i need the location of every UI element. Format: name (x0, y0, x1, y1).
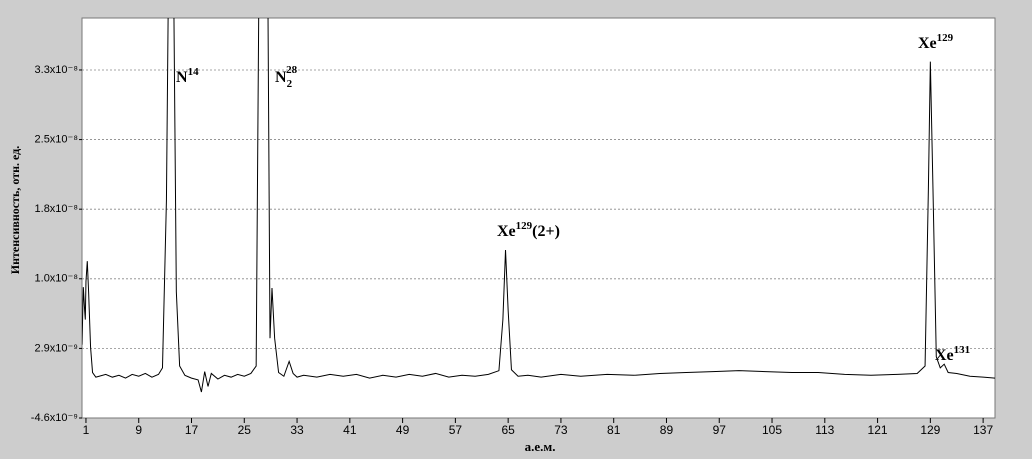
x-tick-label: 137 (973, 423, 993, 437)
x-tick-label: 73 (554, 423, 568, 437)
peak-label-text: Xe (935, 347, 954, 364)
plot-area (81, 17, 996, 419)
peak-label: Xe129(2+) (497, 220, 560, 240)
x-tick-label: 41 (343, 423, 357, 437)
x-tick-label: 33 (290, 423, 304, 437)
x-tick-label: 113 (815, 423, 834, 437)
y-axis-label: Интенсивность, отн. ед. (8, 146, 22, 274)
x-tick-label: 49 (396, 423, 410, 437)
peak-label-text: N (176, 69, 188, 86)
peak-label-sup: 129 (937, 32, 954, 44)
y-tick-label: -4.6x10⁻⁹ (31, 412, 78, 424)
x-axis-label: а.е.м. (525, 439, 556, 454)
x-tick-label: 65 (501, 423, 515, 437)
peak-label: Xe131 (935, 344, 970, 364)
x-tick-label: 105 (762, 423, 782, 437)
x-tick-label: 81 (607, 423, 621, 437)
peak-label: N2 28 (275, 64, 298, 90)
y-tick-label: 2.9x10⁻⁹ (34, 342, 78, 354)
peak-label-text: Xe (497, 223, 516, 240)
y-tick-label: 3.3x10⁻⁸ (35, 64, 78, 76)
peak-label: Xe129 (918, 32, 954, 52)
peak-label-text: N (275, 69, 287, 86)
peak-label-sup: 14 (188, 66, 200, 78)
peak-label-text: Xe (918, 35, 937, 52)
x-tick-label: 9 (135, 423, 142, 437)
peak-label: N14 (176, 66, 199, 86)
peak-label-sup: 129 (516, 220, 533, 232)
x-tick-label: 57 (449, 423, 463, 437)
x-tick-label: 129 (920, 423, 940, 437)
x-tick-label: 121 (868, 423, 888, 437)
peak-label-sup: 131 (954, 344, 971, 356)
x-tick-label: 17 (185, 423, 199, 437)
x-tick-label: 1 (83, 423, 90, 437)
peak-label-sub: 2 (287, 78, 293, 90)
peak-label-suffix: (2+) (532, 223, 560, 240)
y-tick-label: 2.5x10⁻⁸ (35, 133, 78, 145)
peak-label-sup: 28 (286, 64, 298, 76)
x-tick-label: 97 (713, 423, 727, 437)
y-tick-label: 1.0x10⁻⁸ (35, 273, 78, 285)
spectrum-line (82, 18, 995, 393)
x-tick-label: 89 (660, 423, 674, 437)
y-tick-label: 1.8x10⁻⁸ (35, 203, 78, 215)
x-tick-label: 25 (238, 423, 252, 437)
